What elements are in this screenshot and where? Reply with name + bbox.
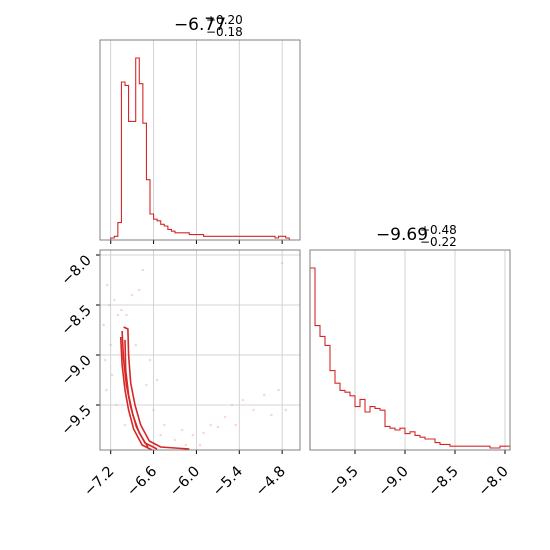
scatter-point: [209, 423, 213, 427]
scatter-point: [125, 313, 128, 317]
histogram-2-steps: [309, 267, 511, 450]
contour-line: [123, 326, 190, 450]
scatter-point: [134, 343, 138, 347]
scatter-frame: [99, 249, 301, 451]
scatter-x-tick-label: −6.6: [124, 464, 160, 500]
histogram-2-frame: [309, 249, 511, 451]
scatter-point: [148, 358, 152, 362]
scatter-x-tick-label: −5.4: [210, 464, 246, 500]
scatter-point: [137, 288, 141, 292]
scatter-point: [252, 408, 255, 412]
histogram-2-x-tick-label: −9.0: [376, 464, 412, 500]
scatter-point: [198, 443, 202, 447]
scatter-point: [155, 378, 159, 382]
scatter-point: [116, 313, 120, 317]
scatter-point: [262, 393, 266, 397]
histogram-2-title-lower: −0.22: [420, 235, 457, 249]
scatter-x-tick-label: −6.0: [167, 464, 203, 500]
histogram-1-title: −6.77: [174, 15, 226, 35]
scatter-point: [277, 388, 280, 392]
scatter-point: [159, 433, 163, 437]
scatter-point: [216, 425, 220, 429]
scatter-point: [270, 413, 273, 417]
scatter-point: [105, 388, 108, 392]
scatter-point: [280, 261, 284, 265]
scatter-point: [110, 373, 114, 377]
scatter-point: [230, 403, 234, 407]
scatter-point: [102, 323, 105, 327]
scatter-point: [191, 433, 195, 437]
scatter-point: [109, 343, 113, 347]
histogram-1-frame: [99, 39, 301, 241]
scatter-y-tick-label: −8.0: [59, 253, 95, 289]
scatter-point: [223, 415, 227, 419]
histogram-1-steps: [110, 57, 290, 240]
scatter-point: [162, 423, 166, 427]
scatter-point: [130, 293, 134, 297]
histogram-1-title-lower: −0.18: [206, 25, 243, 39]
scatter-point: [180, 428, 184, 432]
scatter-point: [141, 268, 145, 272]
histogram-panel-2: −9.5 −9.0 −8.5 −8.0 −9.69 +0.48 −0.22: [309, 223, 512, 500]
scatter-point: [234, 423, 238, 427]
scatter-point: [145, 383, 148, 387]
histogram-2-x-tick-label: −9.5: [326, 464, 362, 500]
scatter-x-tick-label: −7.2: [81, 464, 117, 500]
scatter-point: [241, 398, 245, 402]
contour-line: [119, 336, 153, 451]
scatter-y-tick-label: −9.0: [59, 353, 95, 389]
scatter-y-tick-label: −8.5: [59, 303, 95, 339]
scatter-point: [105, 283, 109, 287]
scatter-point: [115, 403, 118, 407]
histogram-2-title-upper: +0.48: [420, 223, 457, 237]
scatter-point: [120, 308, 123, 312]
scatter-y-tick-label: −9.5: [59, 403, 95, 439]
histogram-panel-1: −6.77 +0.20 −0.18: [99, 13, 301, 244]
scatter-point: [103, 358, 107, 362]
scatter-point: [284, 408, 288, 412]
scatter-point: [107, 303, 111, 307]
histogram-2-x-tick-label: −8.5: [426, 464, 462, 500]
scatter-x-tick-label: −4.8: [253, 464, 289, 500]
histogram-1-title-upper: +0.20: [206, 13, 243, 27]
scatter-point: [123, 423, 127, 427]
histogram-2-x-tick-label: −8.0: [476, 464, 512, 500]
scatter-panel: −7.2 −6.6 −6.0 −5.4 −4.8 −8.0 −8.5 −9.0 −9.5: [59, 249, 301, 500]
histogram-2-title: −9.69: [376, 225, 428, 245]
contour-line: [124, 339, 149, 448]
scatter-point: [202, 431, 205, 435]
scatter-point: [152, 408, 155, 412]
scatter-point: [184, 443, 188, 447]
scatter-point: [112, 298, 116, 302]
scatter-point: [173, 438, 177, 442]
